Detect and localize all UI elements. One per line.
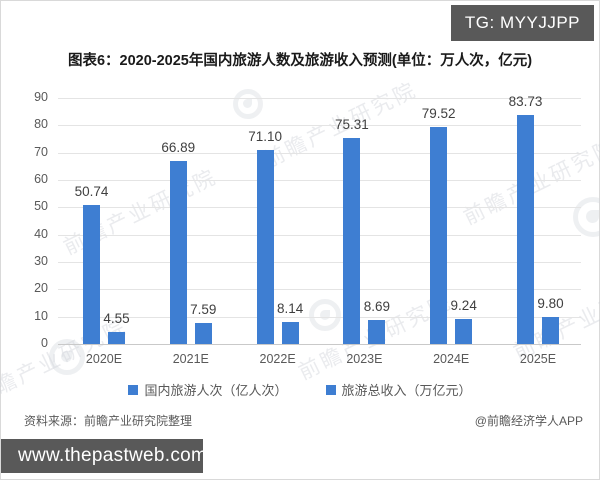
gridline [58,207,581,209]
bar-revenue [455,318,473,344]
chart-legend: 国内旅游人次（亿人次） 旅游总收入（万亿元） [1,380,599,399]
bar-trips [517,115,534,344]
source-note: 资料来源：前瞻产业研究院整理 [24,414,193,428]
bar-trips [83,205,100,344]
x-tick-label: 2024E [433,352,470,366]
gridline [58,289,581,291]
bar-value-trips: 83.73 [508,94,543,110]
legend-label-revenue: 旅游总收入（万亿元） [341,383,472,398]
legend-swatch-trips [128,384,139,395]
credit-note: @前瞻经济学人APP [474,414,583,428]
tg-badge: TG: MYYJJPP [450,5,594,41]
bar-value-trips: 79.52 [421,105,456,121]
bar-value-revenue: 9.80 [537,296,564,312]
gridline [58,125,581,127]
bar-revenue [281,321,299,344]
y-tick-label: 70 [34,144,48,159]
gridline [58,98,581,99]
legend-label-trips: 国内旅游人次（亿人次） [144,383,288,398]
bar-revenue [542,317,559,344]
bar-revenue [368,320,386,344]
bar-value-revenue: 9.24 [450,297,477,313]
gridline [58,316,581,318]
x-tick-label: 2023E [346,352,383,366]
y-tick-label: 60 [34,172,48,186]
bar-value-revenue: 8.69 [363,299,391,315]
chart-title: 图表6：2020-2025年国内旅游人数及旅游收入预测(单位：万人次，亿元) [67,53,533,69]
bar-value-revenue: 8.14 [276,300,304,316]
gridline [58,180,581,181]
bar-value-revenue: 4.55 [103,310,130,326]
bar-value-trips: 75.31 [334,117,369,133]
bar-value-trips: 66.89 [161,140,196,156]
y-tick-label: 90 [34,90,48,104]
bar-revenue [194,323,212,344]
bar-trips [343,138,361,344]
gridline [58,152,581,154]
gridline [58,262,581,263]
bar-revenue [108,331,125,344]
x-axis-line [58,344,581,345]
legend-item-trips: 国内旅游人次（亿人次） [128,380,288,399]
legend-item-revenue: 旅游总收入（万亿元） [325,380,472,399]
y-tick-label: 40 [34,226,48,241]
x-tick-label: 2025E [519,352,557,366]
y-tick-label: 0 [41,336,48,350]
x-tick-label: 2020E [85,352,123,366]
gridline [58,234,581,236]
y-tick-label: 80 [34,117,48,132]
y-tick-label: 10 [34,308,48,323]
y-tick-label: 30 [34,254,48,268]
y-tick-label: 20 [34,281,48,296]
bar-trips [430,126,448,344]
legend-swatch-revenue [325,384,336,395]
url-watermark-bar: www.thepastweb.com [1,439,207,473]
bar-value-trips: 71.10 [248,128,282,144]
x-tick-label: 2022E [259,352,296,366]
y-tick-label: 50 [34,199,48,214]
x-tick-label: 2021E [172,352,209,366]
bar-trips [169,161,187,344]
bar-trips [256,149,274,344]
bar-value-revenue: 7.59 [190,302,217,318]
bar-value-trips: 50.74 [74,184,109,200]
